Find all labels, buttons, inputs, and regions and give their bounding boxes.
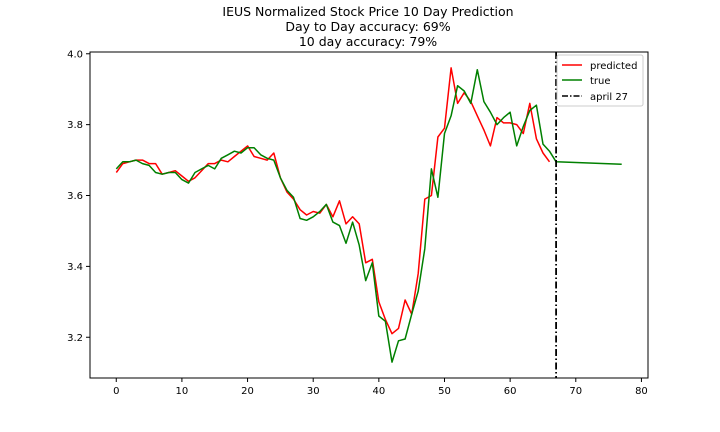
- series-line-true: [115, 68, 622, 363]
- plot-area: [115, 52, 622, 378]
- x-tick-label: 30: [307, 386, 320, 397]
- y-tick-label: 3.4: [67, 262, 83, 273]
- x-tick-label: 10: [176, 386, 189, 397]
- series-line-predicted: [115, 67, 551, 335]
- x-tick-label: 50: [438, 386, 451, 397]
- title-line-3: 10 day accuracy: 79%: [299, 34, 437, 49]
- legend-label-true: true: [590, 76, 611, 87]
- chart-title: IEUS Normalized Stock Price 10 Day Predi…: [222, 4, 513, 49]
- plot-frame: [89, 51, 649, 379]
- x-tick-label: 70: [569, 386, 582, 397]
- x-tick-label: 20: [241, 386, 254, 397]
- x-tick-label: 80: [635, 386, 648, 397]
- y-tick-label: 3.2: [67, 333, 83, 344]
- x-tick-label: 60: [504, 386, 517, 397]
- legend-label-predicted: predicted: [590, 61, 637, 72]
- x-tick-label: 40: [372, 386, 385, 397]
- x-tick-label: 0: [113, 386, 119, 397]
- x-axis: 0 10 20 30 40 50 60 70 80: [113, 378, 648, 397]
- title-line-1: IEUS Normalized Stock Price 10 Day Predi…: [222, 4, 513, 19]
- y-tick-label: 4.0: [67, 49, 83, 60]
- legend: predicted true april 27: [556, 54, 644, 107]
- y-tick-label: 3.8: [67, 120, 83, 131]
- y-tick-label: 3.6: [67, 191, 83, 202]
- legend-box: [556, 54, 644, 107]
- y-axis: 3.2 3.4 3.6 3.8 4.0: [67, 49, 90, 344]
- title-line-2: Day to Day accuracy: 69%: [285, 19, 450, 34]
- legend-label-april-27: april 27: [590, 92, 628, 103]
